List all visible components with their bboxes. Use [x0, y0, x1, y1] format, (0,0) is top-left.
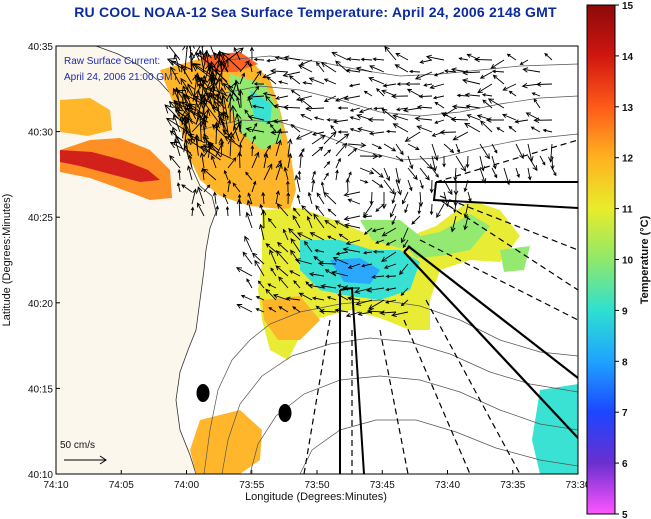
colorbar-tick-label: 13: [622, 103, 634, 114]
colorbar-tick-label: 8: [622, 357, 628, 368]
y-tick-label: 40:30: [28, 128, 53, 139]
x-tick-label: 74:10: [43, 480, 68, 491]
sst-field: [60, 52, 578, 474]
x-tick-label: 73:40: [435, 480, 460, 491]
scale-arrow: [64, 455, 107, 465]
y-axis-title: Latitude (Degrees:Minutes): [1, 194, 13, 327]
radar-beam-lines: [303, 139, 578, 474]
x-tick-label: 73:35: [500, 480, 525, 491]
x-axis: 74:10 74:05 74:00 73:55 73:50 73:45 73:40 73:35…: [43, 470, 591, 491]
colorbar-tick-label: 10: [622, 256, 634, 267]
colorbar-ticks: 15 14 13 12 11 10 9 8 7 6 5: [615, 1, 634, 519]
map-title: RU COOL NOAA-12 Sea Surface Temperature:…: [74, 4, 557, 20]
colorbar: [586, 4, 616, 515]
y-axis: 40:35 40:30 40:25 40:20 40:15 40:10: [28, 42, 60, 481]
x-tick-label: 73:50: [304, 480, 329, 491]
x-tick-label: 73:55: [239, 480, 264, 491]
y-tick-label: 40:25: [28, 213, 53, 224]
colorbar-tick-label: 12: [622, 154, 634, 165]
colorbar-tick-label: 15: [622, 1, 634, 12]
x-tick-label: 74:05: [109, 480, 134, 491]
radar-site-marker: [278, 404, 292, 422]
colorbar-tick-label: 9: [622, 306, 628, 317]
x-tick-label: 74:00: [174, 480, 199, 491]
y-tick-label: 40:35: [28, 42, 53, 53]
colorbar-tick-label: 11: [622, 205, 633, 216]
radar-site-marker: [196, 384, 210, 402]
x-tick-label: 73:30: [565, 480, 590, 491]
colorbar-tick-label: 14: [622, 52, 634, 63]
colorbar-tick-label: 6: [622, 459, 628, 470]
map-layers: [56, 46, 578, 474]
x-tick-label: 73:45: [370, 480, 395, 491]
colorbar-tick-label: 7: [622, 408, 628, 419]
y-tick-label: 40:20: [28, 299, 53, 310]
colorbar-tick-label: 5: [622, 510, 628, 519]
current-time: April 24, 2006 21:00 GMT: [64, 72, 179, 83]
x-axis-title: Longitude (Degrees:Minutes): [245, 491, 387, 503]
current-vectors: [164, 46, 557, 318]
y-tick-label: 40:10: [28, 470, 53, 481]
colorbar-title: Temperature (°C): [639, 215, 651, 304]
y-tick-label: 40:15: [28, 384, 53, 395]
scale-label: 50 cm/s: [60, 440, 95, 451]
current-label: Raw Surface Current:: [64, 56, 160, 67]
